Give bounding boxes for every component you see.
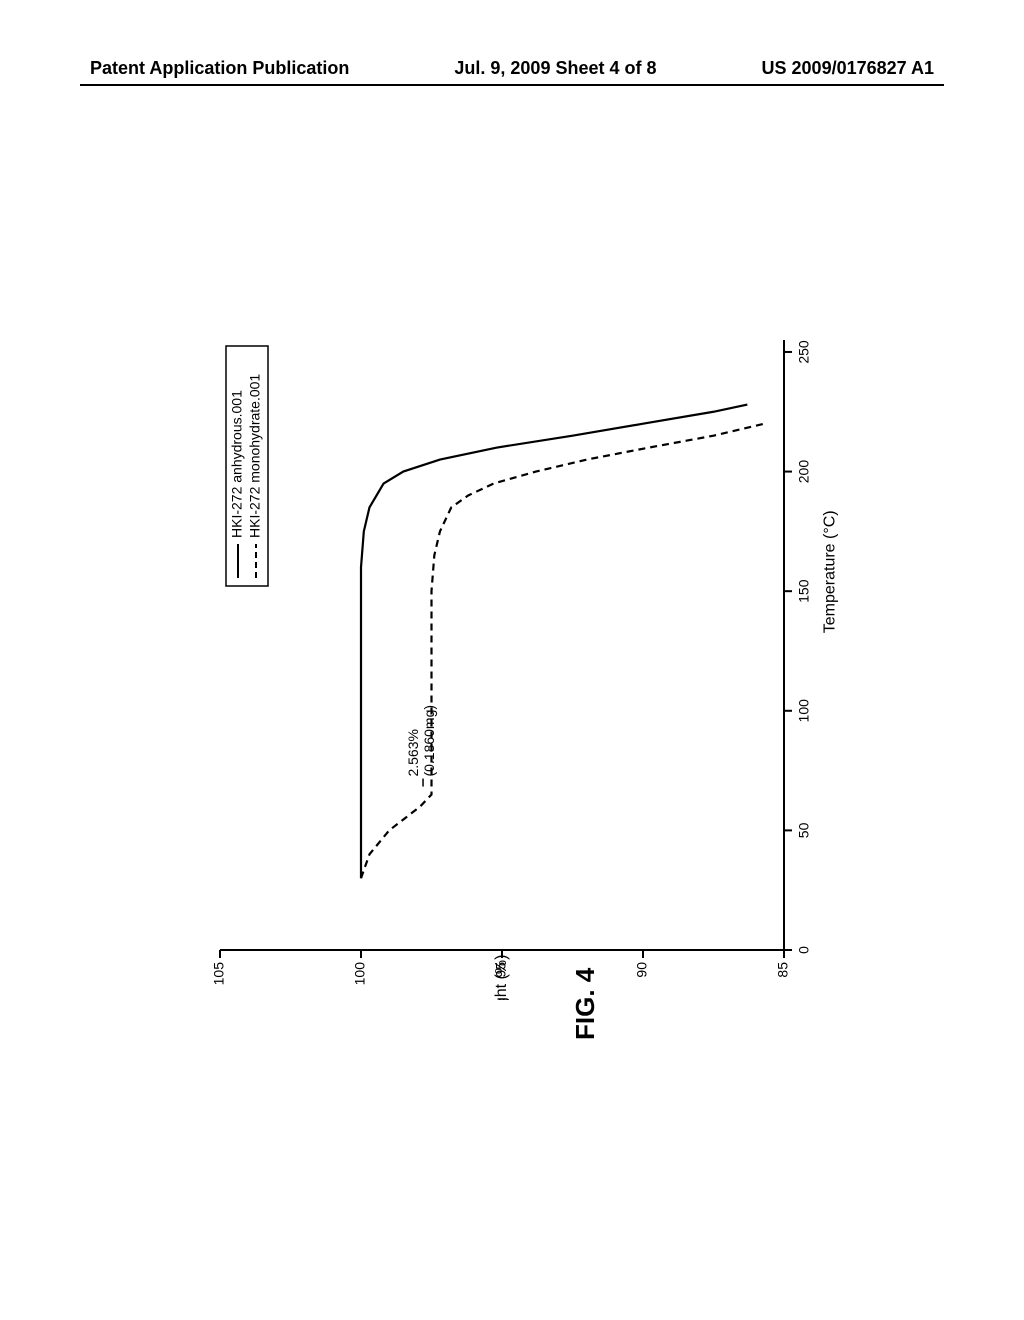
svg-text:50: 50 <box>795 822 811 838</box>
svg-text:(0.1860mg): (0.1860mg) <box>421 705 437 777</box>
svg-text:Temperature (°C): Temperature (°C) <box>821 510 838 633</box>
svg-text:150: 150 <box>795 579 811 603</box>
svg-text:100: 100 <box>795 699 811 723</box>
svg-text:HKI-272 anhydrous.001: HKI-272 anhydrous.001 <box>229 390 245 538</box>
chart-svg: 050100150200250Temperature (°C)859095100… <box>180 300 844 1000</box>
header-rule <box>80 84 944 86</box>
svg-text:90: 90 <box>634 962 650 978</box>
svg-text:Weight (%): Weight (%) <box>493 955 510 1000</box>
page-header: Patent Application Publication Jul. 9, 2… <box>0 58 1024 79</box>
tga-chart: 050100150200250Temperature (°C)859095100… <box>180 300 844 1000</box>
header-left: Patent Application Publication <box>90 58 349 79</box>
header-right: US 2009/0176827 A1 <box>762 58 934 79</box>
svg-text:2.563%: 2.563% <box>405 729 421 776</box>
svg-text:HKI-272 monohydrate.001: HKI-272 monohydrate.001 <box>247 374 263 538</box>
svg-text:0: 0 <box>795 946 811 954</box>
svg-text:85: 85 <box>775 962 791 978</box>
figure-caption: FIG. 4 <box>570 968 601 1040</box>
svg-text:105: 105 <box>211 962 227 986</box>
svg-text:200: 200 <box>795 460 811 484</box>
svg-text:250: 250 <box>795 340 811 364</box>
svg-text:100: 100 <box>352 962 368 986</box>
header-center: Jul. 9, 2009 Sheet 4 of 8 <box>454 58 656 79</box>
